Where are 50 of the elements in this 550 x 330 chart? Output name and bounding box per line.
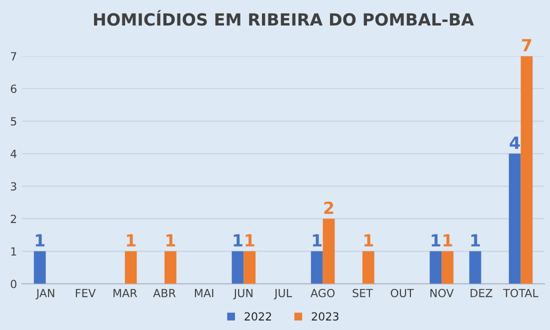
bar (322, 218, 335, 284)
x-tick-label: ABR (153, 289, 176, 298)
data-label: 1 (166, 234, 176, 246)
y-tick-label: 2 (10, 214, 16, 223)
data-label: 1 (432, 234, 440, 246)
y-tick-label: 5 (10, 117, 16, 126)
x-tick-label: DEZ (470, 289, 492, 298)
chart-title: HOMICÍDIOS EM RIBEIRA DO POMBAL-BA (94, 10, 474, 26)
bar (310, 251, 323, 284)
legend-label: 2022 (244, 312, 272, 321)
y-tick-label: 3 (10, 182, 16, 191)
x-tick-label: JUL (274, 289, 292, 300)
legend-label: 2023 (312, 312, 338, 321)
bar (124, 251, 137, 284)
x-tick-label: NOV (430, 288, 454, 298)
y-tick-label: 1 (11, 247, 16, 256)
y-tick-label: 7 (10, 52, 16, 60)
data-label: 1 (471, 234, 480, 246)
bar (469, 251, 482, 284)
x-tick-label: OUT (390, 288, 414, 298)
bar (430, 251, 442, 284)
x-tick-label: MAI (194, 289, 214, 298)
x-tick-label: MAR (114, 289, 138, 298)
bar (34, 251, 46, 284)
x-tick-label: FEV (76, 289, 96, 298)
data-label: 1 (246, 234, 254, 246)
x-tick-label: AGO (310, 288, 335, 298)
data-label: 1 (444, 234, 452, 246)
bar (442, 251, 454, 284)
x-tick-label: TOTAL (503, 288, 538, 298)
data-label: 2 (324, 202, 334, 214)
data-label: 1 (234, 234, 242, 246)
y-tick-label: 4 (10, 150, 17, 158)
data-label: 1 (36, 234, 44, 246)
data-label: 7 (522, 39, 532, 52)
bar (244, 251, 256, 284)
data-label: 1 (364, 234, 374, 246)
bar (362, 251, 374, 284)
bar (164, 251, 176, 284)
bar (232, 251, 244, 284)
data-label: 1 (126, 234, 136, 246)
y-tick-label: 6 (10, 84, 16, 94)
x-tick-label: JUN (233, 289, 252, 300)
bar (520, 56, 533, 284)
data-label: 4 (510, 136, 520, 149)
y-tick-label: 0 (10, 280, 16, 288)
x-tick-label: JAN (36, 289, 54, 300)
bar (508, 154, 521, 284)
x-tick-label: SET (352, 288, 373, 298)
data-label: 1 (312, 234, 322, 246)
